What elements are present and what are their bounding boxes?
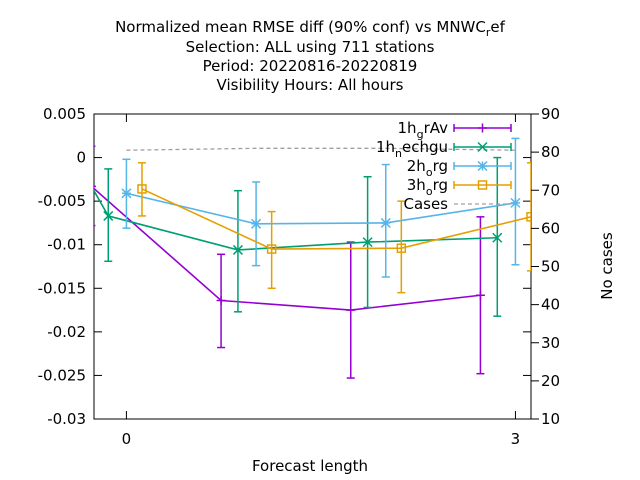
legend-marker [477,141,488,153]
legend-marker [477,180,488,190]
data-point [232,244,243,255]
legend-entry: 3horg [407,176,512,198]
y2-tick-label: 80 [541,143,560,161]
data-point [346,305,356,315]
y2-tick-label: 30 [541,334,560,352]
legend-label: 3horg [407,176,448,198]
title-line-3: Period: 20220816-20220819 [203,57,418,75]
legend-marker [477,160,488,172]
series-line [94,187,481,311]
y2-tick-label: 70 [541,181,560,199]
data-point [492,232,503,243]
legend-label: 1hnechgu [376,138,448,160]
data-point [475,290,485,300]
error-bar [94,145,96,227]
y2-tick-label: 10 [541,410,560,428]
data-point [121,188,132,199]
y-tick-label: 0 [76,149,86,167]
series-line [141,188,531,250]
error-bar [397,200,406,294]
data-point [251,218,262,229]
legend-label: 1hgrAv [398,119,449,141]
y2-tick-label: 40 [541,296,560,314]
chart-title: Normalized mean RMSE diff (90% conf) vs … [115,18,506,94]
legend-entry: 1hnechgu [376,138,512,160]
y-tick-label: -0.02 [47,323,86,341]
title-line-4: Visibility Hours: All hours [217,76,404,94]
data-point [103,210,114,221]
series-line [126,192,516,225]
x-axis-label: Forecast length [252,457,368,475]
title-line-1: Normalized mean RMSE diff (90% conf) vs … [115,18,506,39]
legend-label: 2horg [407,157,448,179]
data-point [266,244,277,254]
plot-area [94,137,531,379]
legend-label: Cases [403,195,448,213]
plot-border [93,113,532,420]
y2-tick-label: 50 [541,258,560,276]
y-tick-label: -0.03 [47,410,86,428]
legend-entry: 1hgrAv [398,119,512,141]
data-point [94,185,96,188]
y-tick-label: -0.01 [47,236,86,254]
legend-entry: 2horg [407,157,512,179]
data-point [510,197,521,208]
data-point [362,237,373,248]
y-tick-label: 0.005 [43,105,86,123]
y2-tick-label: 60 [541,219,560,237]
title-line-2: Selection: ALL using 711 stations [186,38,435,56]
error-bar [137,162,146,217]
series-1 [94,145,485,379]
error-bar [527,162,531,272]
data-point [216,295,226,305]
data-point [396,243,407,253]
y-tick-label: -0.005 [38,192,86,210]
series-cases-line [126,147,516,151]
y-tick-label: -0.015 [38,279,86,297]
data-point [380,217,391,228]
axes: 0.005 0 -0.005 -0.01 -0.015 -0.02 -0.025 -0.03 9… [38,105,560,448]
x-tick-label: 0 [122,430,132,448]
y2-tick-label: 20 [541,372,560,390]
x-tick-label: 3 [511,430,521,448]
data-point [526,212,531,222]
series-3 [121,137,521,278]
error-bar [233,189,242,313]
y2-axis-label: No cases [598,232,616,300]
series-2 [94,156,503,317]
y-tick-label: -0.025 [38,366,86,384]
error-bar [267,210,276,290]
data-point [137,184,147,194]
legend-entry-cases: Cases [403,195,511,213]
series-4 [137,162,531,294]
legend-marker [478,123,487,133]
y2-tick-label: 90 [541,105,560,123]
